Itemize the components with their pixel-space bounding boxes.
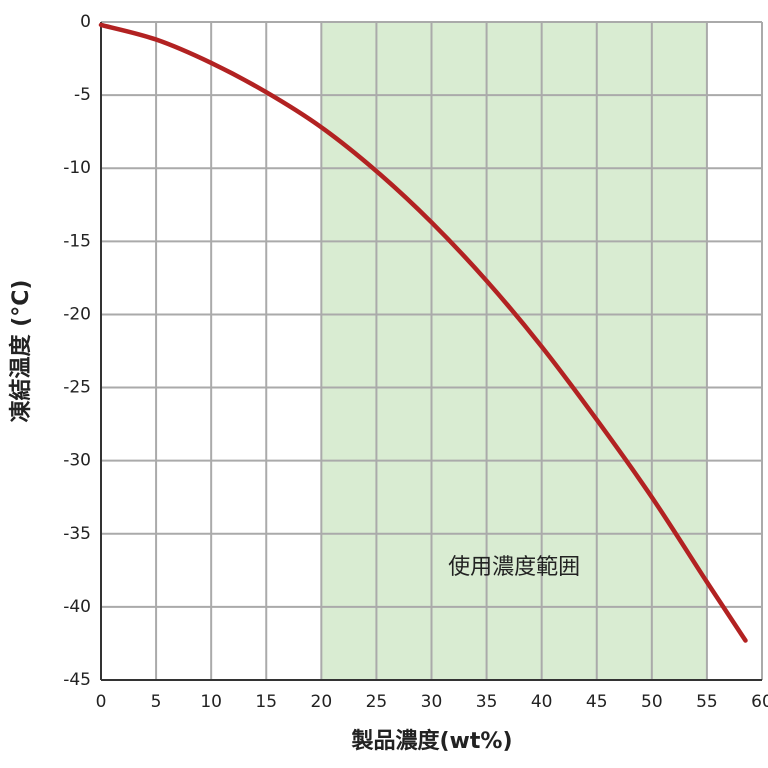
x-tick-label: 10	[200, 692, 222, 712]
y-tick-label: -15	[63, 231, 91, 251]
x-tick-label: 25	[366, 692, 388, 712]
x-tick-label: 45	[586, 692, 608, 712]
x-tick-label: 20	[311, 692, 333, 712]
y-tick-label: -45	[63, 670, 91, 690]
x-tick-label: 15	[255, 692, 277, 712]
data-line	[98, 22, 748, 643]
x-axis-title: 製品濃度(wt%)	[351, 728, 513, 754]
y-tick-label: -30	[63, 451, 91, 471]
x-tick-label: 5	[151, 692, 162, 712]
x-tick-label: 40	[531, 692, 553, 712]
y-tick-label: 0	[80, 12, 91, 32]
y-tick-label: -40	[63, 597, 91, 617]
y-tick-label: -5	[74, 85, 91, 105]
x-tick-label: 60	[751, 692, 768, 712]
usage-band	[321, 22, 707, 680]
x-tick-label: 50	[641, 692, 663, 712]
y-tick-label: -35	[63, 524, 91, 544]
y-tick-label: -10	[63, 158, 91, 178]
y-tick-label: -25	[63, 378, 91, 398]
band-label: 使用濃度範囲	[448, 555, 580, 580]
x-tick-label: 55	[696, 692, 718, 712]
y-axis-title: 凍結温度 (°C)	[8, 280, 34, 423]
x-tick-label: 0	[96, 692, 107, 712]
background-layer	[100, 21, 763, 681]
y-tick-label: -20	[63, 304, 91, 324]
x-tick-label: 35	[476, 692, 498, 712]
x-tick-label: 30	[421, 692, 443, 712]
